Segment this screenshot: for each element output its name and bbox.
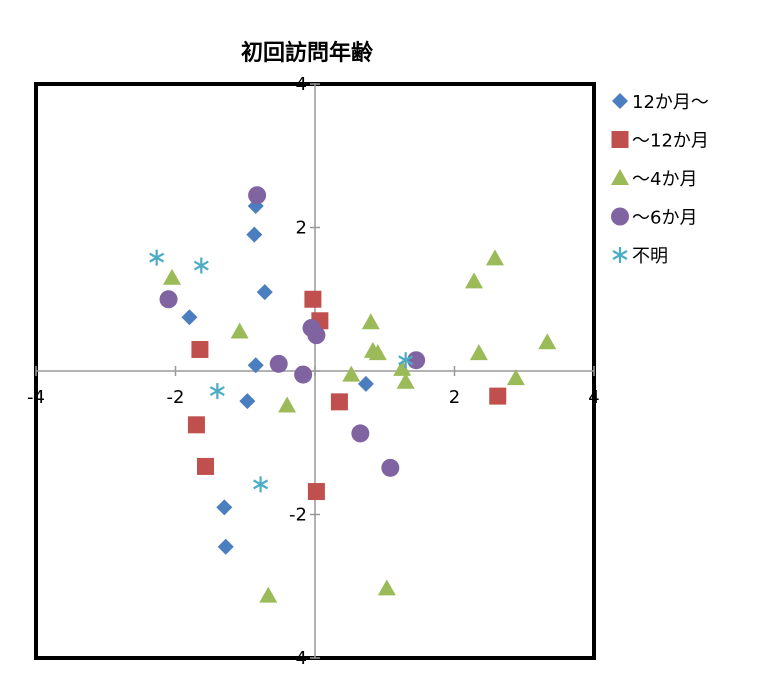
data-point: [239, 393, 256, 410]
data-point: [163, 268, 182, 285]
legend-marker: [611, 131, 629, 148]
data-point: [304, 290, 322, 308]
data-point: [330, 393, 348, 411]
x-tick-label: 2: [449, 387, 460, 408]
data-point: [196, 457, 214, 475]
data-point: [247, 357, 264, 374]
data-point: [269, 354, 288, 373]
x-tick-label: -2: [167, 387, 185, 408]
data-point: [209, 383, 225, 400]
data-point: [230, 322, 249, 339]
data-point: [149, 249, 165, 266]
data-point: [506, 369, 525, 386]
data-point: [246, 226, 263, 243]
data-point: [248, 186, 267, 205]
legend-label: 不明: [632, 246, 668, 267]
data-points: [149, 186, 557, 603]
legend-label: ～6か月: [632, 208, 697, 229]
x-tick-label: 4: [588, 387, 599, 408]
data-point: [361, 313, 380, 330]
data-point: [357, 375, 374, 392]
data-point: [485, 249, 504, 266]
data-point: [351, 424, 370, 443]
data-point: [217, 538, 234, 555]
data-point: [307, 326, 326, 345]
axes: [35, 83, 595, 659]
data-point: [294, 365, 313, 384]
legend-marker: [612, 247, 628, 263]
data-point: [193, 257, 209, 274]
data-point: [407, 351, 426, 370]
y-tick-label: -4: [289, 648, 307, 669]
y-tick-label: 4: [296, 74, 307, 95]
data-point: [216, 499, 233, 516]
data-point: [159, 290, 178, 309]
legend-marker: [611, 207, 629, 226]
data-point: [538, 333, 557, 350]
data-point: [191, 340, 209, 358]
data-point: [342, 365, 361, 382]
data-point: [381, 458, 400, 477]
y-tick-label: 2: [296, 218, 307, 239]
legend-marker: [611, 169, 629, 185]
data-point: [278, 396, 297, 413]
chart-title: 初回訪問年齢: [241, 40, 374, 66]
data-point: [469, 344, 488, 361]
data-point: [368, 344, 387, 361]
data-point: [396, 372, 415, 389]
data-point: [393, 359, 412, 376]
data-point: [377, 579, 396, 596]
legend-label: ～12か月: [632, 131, 709, 152]
legend-label: ～4か月: [632, 169, 697, 190]
data-point: [256, 284, 273, 301]
legend-marker: [612, 93, 628, 109]
data-point: [259, 586, 278, 603]
data-point: [465, 272, 484, 289]
tick-labels: -4-224-4-2024: [27, 74, 600, 669]
y-tick-label: -2: [289, 505, 307, 526]
x-tick-label: -4: [27, 387, 45, 408]
data-point: [307, 483, 325, 501]
data-point: [181, 309, 198, 326]
data-point: [187, 416, 205, 434]
data-point: [253, 476, 269, 493]
data-point: [398, 352, 414, 369]
legend-label: 12か月～: [632, 92, 709, 113]
data-point: [489, 387, 507, 405]
